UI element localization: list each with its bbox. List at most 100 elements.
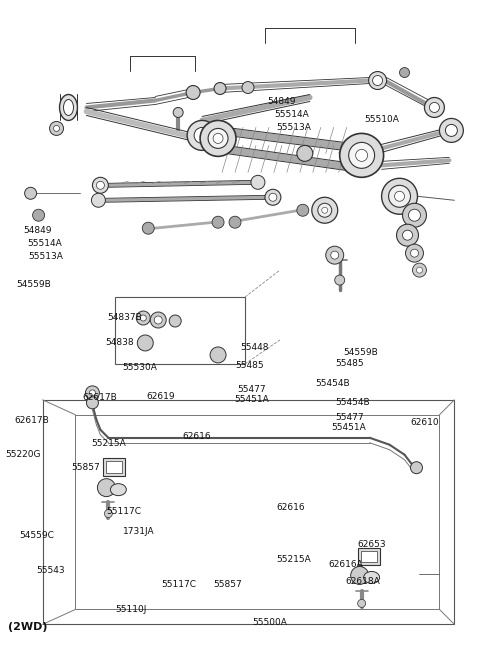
Text: 55117C: 55117C <box>106 506 141 515</box>
Circle shape <box>408 209 420 221</box>
Circle shape <box>137 335 153 351</box>
Circle shape <box>150 312 166 328</box>
Circle shape <box>358 599 366 607</box>
Circle shape <box>406 244 423 262</box>
Circle shape <box>445 124 457 136</box>
Circle shape <box>318 203 332 217</box>
Circle shape <box>214 83 226 94</box>
Circle shape <box>348 142 374 168</box>
Ellipse shape <box>364 571 380 584</box>
Circle shape <box>417 267 422 273</box>
Circle shape <box>24 187 36 200</box>
Circle shape <box>91 193 106 207</box>
Circle shape <box>399 68 409 77</box>
Circle shape <box>154 316 162 324</box>
Text: 62617B: 62617B <box>82 393 117 402</box>
Text: 62619: 62619 <box>147 392 175 401</box>
Text: 55215A: 55215A <box>276 555 311 564</box>
Text: 62610: 62610 <box>410 418 439 427</box>
Text: 55485: 55485 <box>235 361 264 370</box>
Circle shape <box>169 315 181 327</box>
Circle shape <box>396 224 419 246</box>
Circle shape <box>200 120 236 157</box>
Text: 55857: 55857 <box>214 580 242 589</box>
Circle shape <box>331 251 339 259</box>
Circle shape <box>297 146 313 161</box>
Text: 55514A: 55514A <box>27 239 62 248</box>
Circle shape <box>86 397 98 409</box>
Ellipse shape <box>60 94 77 120</box>
Circle shape <box>208 129 228 148</box>
Text: 55857: 55857 <box>72 463 100 472</box>
Text: 54838: 54838 <box>105 338 133 347</box>
Circle shape <box>140 315 146 321</box>
Bar <box>358 547 380 566</box>
Circle shape <box>97 478 115 497</box>
Text: 1731JA: 1731JA <box>123 526 155 536</box>
Circle shape <box>374 75 384 84</box>
Circle shape <box>242 81 254 94</box>
Circle shape <box>439 118 463 142</box>
Text: 55500A: 55500A <box>252 618 287 627</box>
Text: 54849: 54849 <box>268 97 296 106</box>
Circle shape <box>389 185 410 207</box>
Text: 62617B: 62617B <box>14 417 49 426</box>
Circle shape <box>93 177 108 193</box>
Circle shape <box>194 127 210 144</box>
Circle shape <box>33 209 45 221</box>
Circle shape <box>210 347 226 363</box>
Circle shape <box>326 246 344 264</box>
Text: 55110J: 55110J <box>116 604 147 614</box>
Circle shape <box>265 189 281 205</box>
Text: 55215A: 55215A <box>92 439 126 448</box>
Text: 55220G: 55220G <box>5 450 41 459</box>
Circle shape <box>382 178 418 215</box>
Circle shape <box>312 197 338 223</box>
Text: 55117C: 55117C <box>161 580 196 589</box>
Circle shape <box>136 311 150 325</box>
Circle shape <box>229 216 241 228</box>
Text: 55485: 55485 <box>336 359 364 369</box>
Circle shape <box>356 150 368 161</box>
Text: 55454B: 55454B <box>336 398 371 408</box>
Text: 55451A: 55451A <box>331 423 366 432</box>
Circle shape <box>269 193 277 202</box>
Circle shape <box>410 462 422 474</box>
Text: 62616: 62616 <box>182 432 211 441</box>
Text: 55451A: 55451A <box>234 395 269 404</box>
Circle shape <box>54 125 60 131</box>
Circle shape <box>351 567 369 584</box>
Circle shape <box>49 122 63 135</box>
Circle shape <box>85 386 99 400</box>
Circle shape <box>335 275 345 285</box>
Circle shape <box>187 120 217 150</box>
Text: 55477: 55477 <box>238 385 266 395</box>
Text: 55513A: 55513A <box>276 123 311 132</box>
Circle shape <box>142 222 154 234</box>
Text: 62618A: 62618A <box>345 577 380 586</box>
Circle shape <box>412 263 426 277</box>
Text: 62616: 62616 <box>276 503 304 512</box>
Text: 55510A: 55510A <box>364 115 399 124</box>
Text: 55513A: 55513A <box>28 252 63 261</box>
Circle shape <box>186 86 200 99</box>
Text: 55530A: 55530A <box>123 363 157 372</box>
Circle shape <box>96 181 104 189</box>
Text: 62653: 62653 <box>357 540 386 549</box>
Circle shape <box>403 203 426 227</box>
Circle shape <box>424 98 444 118</box>
Text: 55477: 55477 <box>336 413 364 422</box>
Text: (2WD): (2WD) <box>8 621 48 632</box>
Ellipse shape <box>63 99 73 116</box>
Text: 54837B: 54837B <box>107 313 142 322</box>
Circle shape <box>340 133 384 177</box>
Circle shape <box>213 133 223 144</box>
Bar <box>103 458 125 476</box>
Circle shape <box>251 176 265 189</box>
Circle shape <box>369 72 386 90</box>
Circle shape <box>297 204 309 216</box>
Text: 54559B: 54559B <box>343 348 378 357</box>
Circle shape <box>322 207 328 213</box>
Text: 55448: 55448 <box>240 343 268 352</box>
Circle shape <box>212 216 224 228</box>
